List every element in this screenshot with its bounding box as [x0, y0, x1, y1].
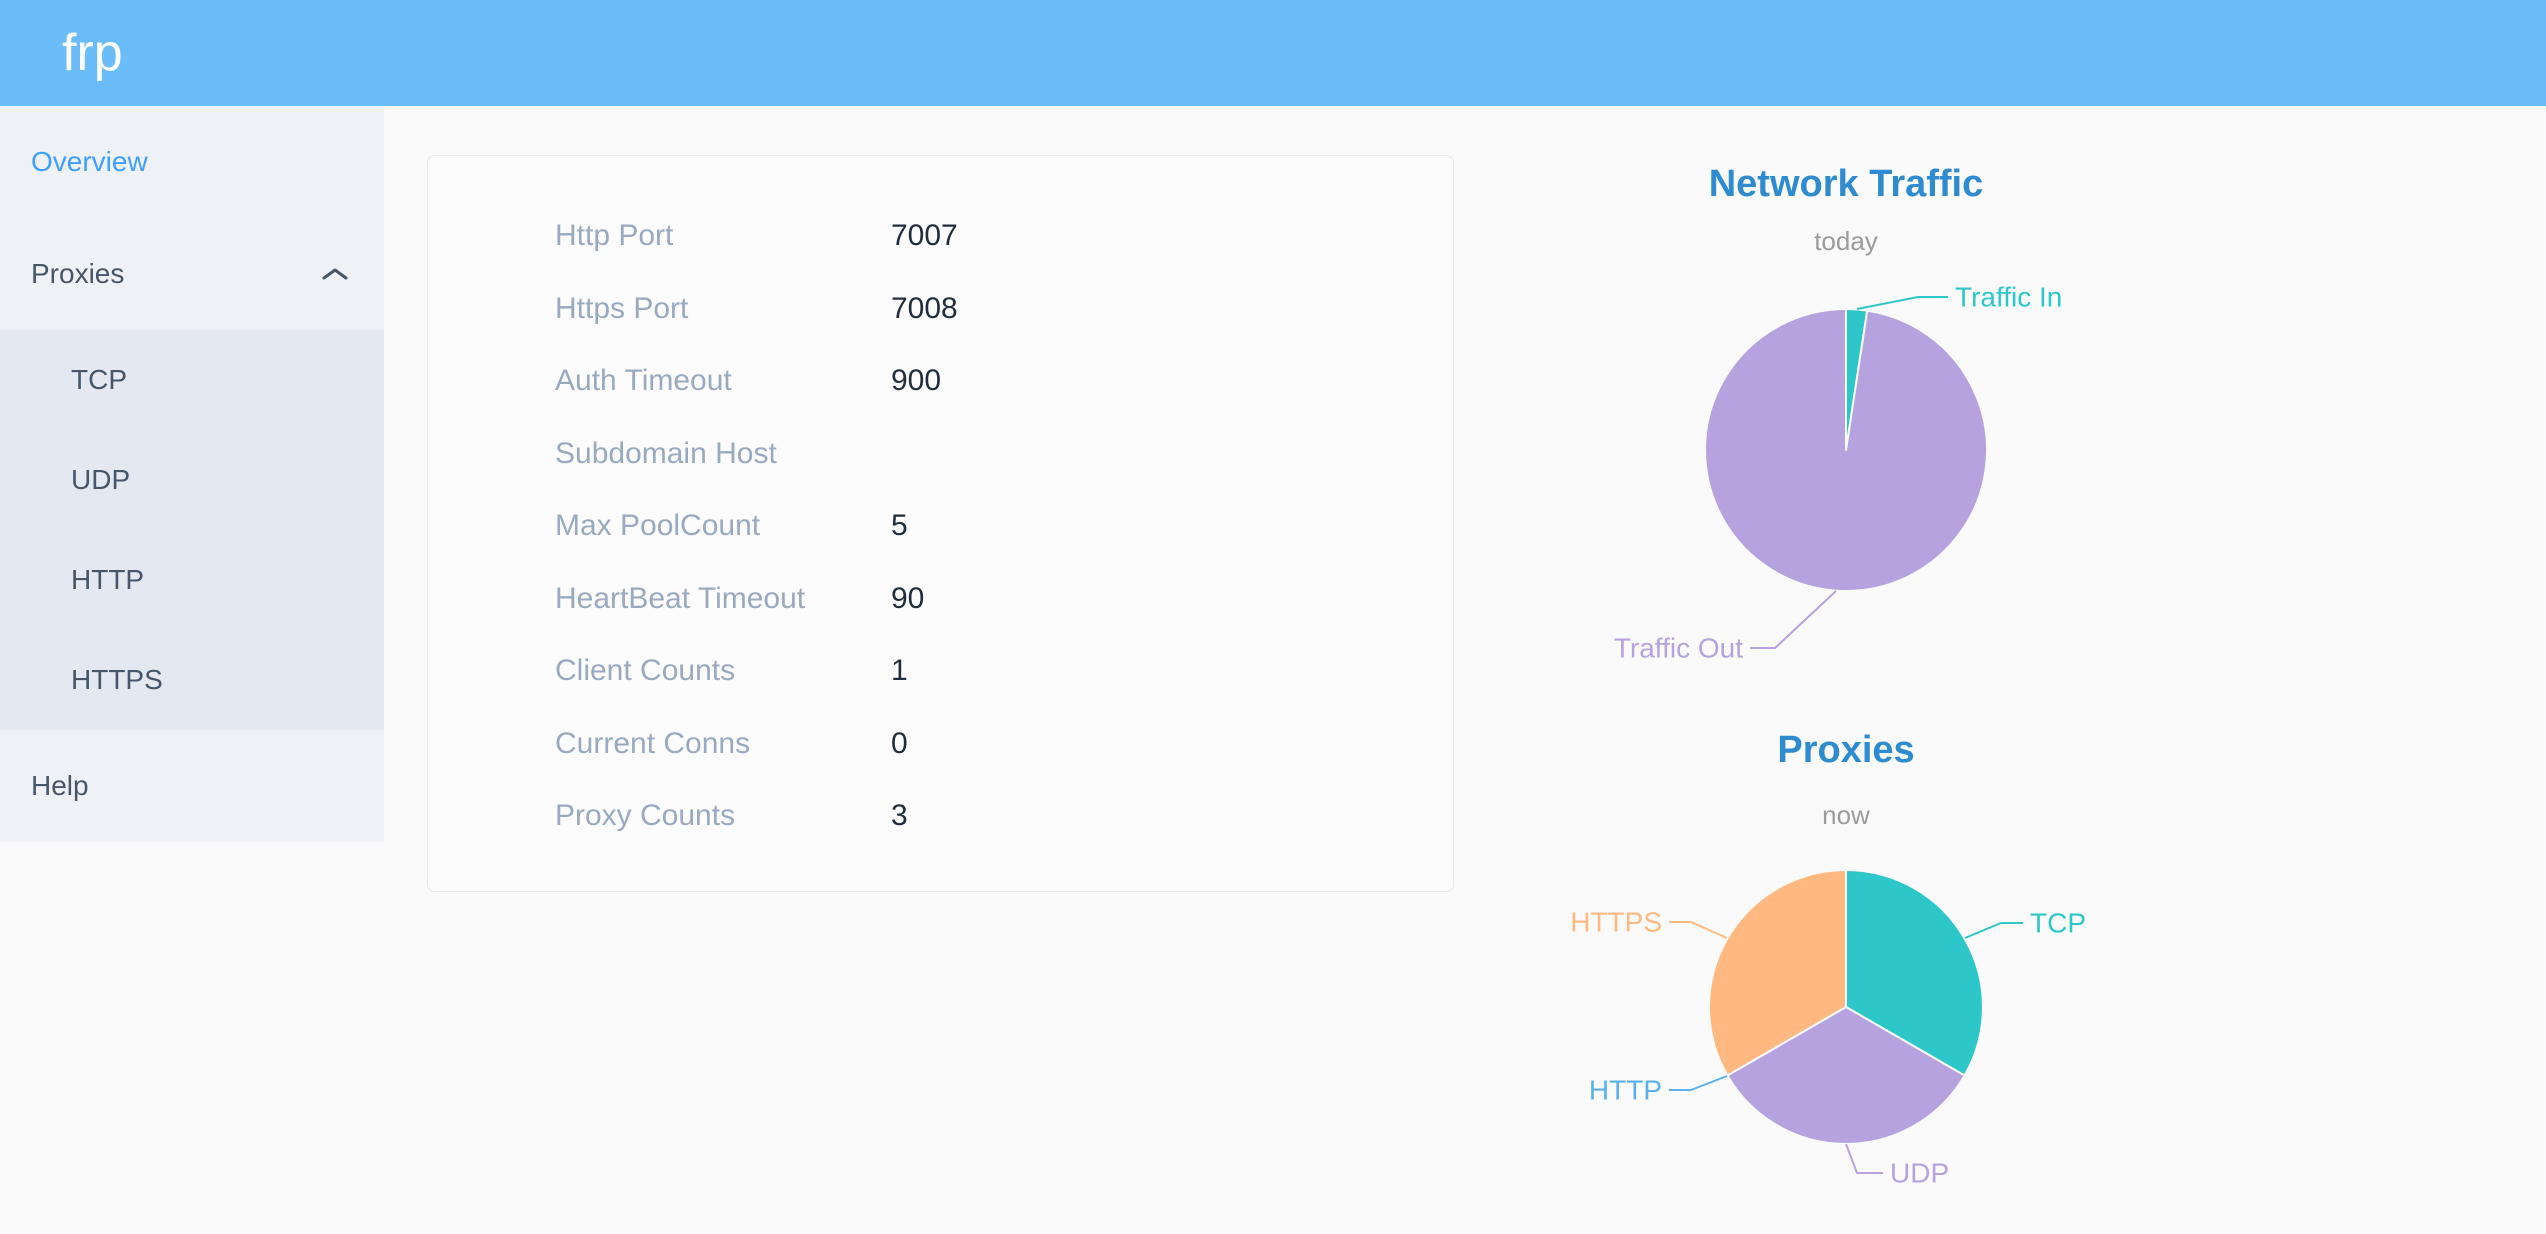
row-label: Subdomain Host	[555, 436, 777, 470]
pie-label-line-https	[1669, 921, 1728, 939]
row-label: Proxy Counts	[555, 799, 736, 833]
table-row: Https Port 7008	[428, 273, 1453, 346]
row-label: Max PoolCount	[555, 509, 761, 543]
pie-slice-traffic-out[interactable]	[1704, 308, 1988, 592]
sidebar-item-overview-label: Overview	[31, 146, 148, 177]
table-row: Client Counts 1	[428, 635, 1453, 708]
pie-label-tcp: TCP	[2030, 908, 2086, 939]
row-value: 90	[891, 581, 925, 615]
proxies-pie-chart: TCP HTTPS HTTP UDP	[1570, 869, 2086, 1189]
row-label: Client Counts	[555, 654, 736, 688]
table-row: Auth Timeout 900	[428, 345, 1453, 418]
pie-label-line-http	[1669, 1075, 1728, 1091]
row-label: HeartBeat Timeout	[555, 581, 806, 615]
network-traffic-chart-title: Network Traffic	[1708, 163, 1984, 205]
sidebar-item-proxies-label: Proxies	[31, 258, 125, 289]
row-label: Http Port	[555, 219, 674, 253]
table-row: Proxy Counts 3	[428, 780, 1453, 853]
sidebar-item-udp[interactable]: UDP	[71, 464, 131, 495]
row-label: Auth Timeout	[555, 364, 732, 398]
table-row: Subdomain Host	[428, 418, 1453, 491]
pie-label-line-traffic-out	[1750, 590, 1837, 649]
app-header: frp	[0, 0, 2546, 106]
row-label: Https Port	[555, 291, 689, 325]
sidebar-item-help[interactable]: Help	[0, 730, 384, 842]
row-value: 1	[891, 654, 908, 688]
row-value: 900	[891, 364, 942, 398]
pie-label-line-tcp	[1964, 922, 2023, 939]
pie-slice-https[interactable]	[1708, 869, 1847, 1077]
sidebar: Overview Proxies TCP UDP HTTP HTTPS Help	[0, 106, 384, 842]
sidebar-item-proxies[interactable]: Proxies	[0, 218, 384, 330]
pie-slice-tcp[interactable]	[1845, 869, 1984, 1077]
pie-label-http: HTTP	[1589, 1075, 1662, 1106]
proxies-chart-subtitle: now	[1822, 800, 1870, 830]
pie-slice-udp[interactable]	[1726, 1006, 1966, 1145]
sidebar-item-help-label: Help	[31, 770, 89, 801]
row-value: 5	[891, 509, 908, 543]
sidebar-item-http[interactable]: HTTP	[71, 564, 145, 595]
app-logo: frp	[62, 24, 123, 82]
row-value: 3	[891, 799, 908, 833]
pie-label-traffic-out: Traffic Out	[1614, 633, 1743, 664]
table-row: Http Port 7007	[428, 200, 1453, 273]
row-value: 7008	[891, 291, 958, 325]
table-row: Current Conns 0	[428, 708, 1453, 781]
row-value: 0	[891, 726, 908, 760]
pie-label-https: HTTPS	[1570, 907, 1662, 938]
table-row: Max PoolCount 5	[428, 490, 1453, 563]
pie-label-line-udp	[1845, 1143, 1883, 1174]
sidebar-item-tcp[interactable]: TCP	[71, 364, 127, 395]
table-row: HeartBeat Timeout 90	[428, 563, 1453, 636]
server-info-card: Http Port 7007 Https Port 7008 Auth Time…	[427, 155, 1454, 892]
chevron-up-icon	[322, 268, 348, 280]
row-value: 7007	[891, 219, 958, 253]
proxies-chart-title: Proxies	[1777, 729, 1915, 771]
pie-label-line-traffic-in	[1856, 296, 1948, 310]
sidebar-item-https[interactable]: HTTPS	[71, 664, 163, 695]
pie-label-traffic-in: Traffic In	[1955, 282, 2062, 313]
network-traffic-chart-subtitle: today	[1814, 226, 1878, 256]
row-label: Current Conns	[555, 726, 751, 760]
proxies-submenu: TCP UDP HTTP HTTPS	[0, 330, 384, 730]
network-traffic-pie-chart: Traffic In Traffic Out	[1614, 282, 2063, 664]
sidebar-item-overview[interactable]: Overview	[0, 106, 384, 218]
pie-label-udp: UDP	[1890, 1158, 1949, 1189]
